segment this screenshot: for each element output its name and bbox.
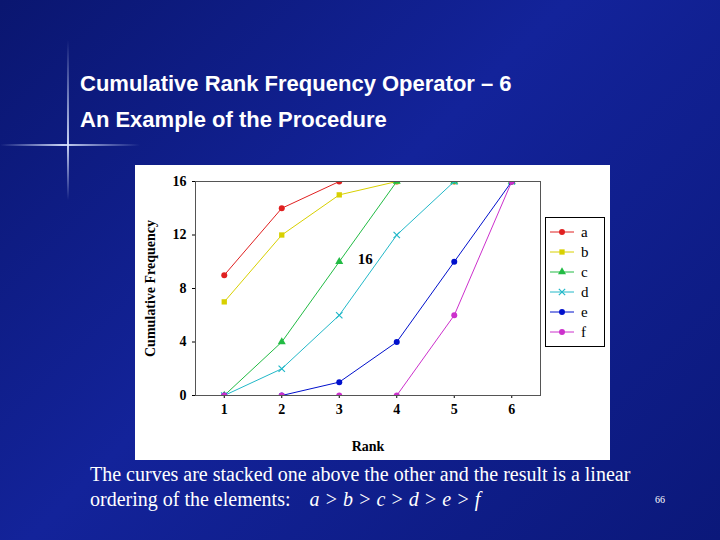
html-text:66: 66 bbox=[655, 494, 665, 505]
svg-text:4: 4 bbox=[393, 402, 400, 417]
svg-text:8: 8 bbox=[180, 281, 187, 296]
svg-text:12: 12 bbox=[173, 227, 187, 242]
svg-text:Rank: Rank bbox=[352, 439, 385, 454]
html-text:e: e bbox=[581, 303, 588, 320]
html-text:a > b > c > d > e > f: a > b > c > d > e > f bbox=[309, 488, 481, 510]
html-text:c: c bbox=[581, 263, 588, 280]
svg-text:1: 1 bbox=[221, 402, 228, 417]
svg-text:0: 0 bbox=[180, 388, 187, 403]
html-text:The curves are stacked one abo: The curves are stacked one above the oth… bbox=[90, 463, 631, 510]
svg-text:16: 16 bbox=[358, 251, 374, 267]
svg-text:4: 4 bbox=[180, 334, 187, 349]
html-text:f: f bbox=[581, 323, 586, 340]
svg-text:16: 16 bbox=[173, 174, 187, 189]
html-text:b: b bbox=[581, 243, 589, 260]
svg-text:Cumulative Frequency: Cumulative Frequency bbox=[143, 220, 158, 357]
svg-text:5: 5 bbox=[451, 402, 458, 417]
svg-text:3: 3 bbox=[336, 402, 343, 417]
svg-text:6: 6 bbox=[508, 402, 515, 417]
svg-text:2: 2 bbox=[278, 402, 285, 417]
html-text:a: a bbox=[581, 223, 588, 240]
html-text:Cumulative Rank Frequency Oper: Cumulative Rank Frequency Operator – 6 bbox=[80, 71, 512, 96]
html-text:d: d bbox=[581, 283, 589, 300]
html-text:An Example of the Procedure: An Example of the Procedure bbox=[80, 107, 387, 132]
